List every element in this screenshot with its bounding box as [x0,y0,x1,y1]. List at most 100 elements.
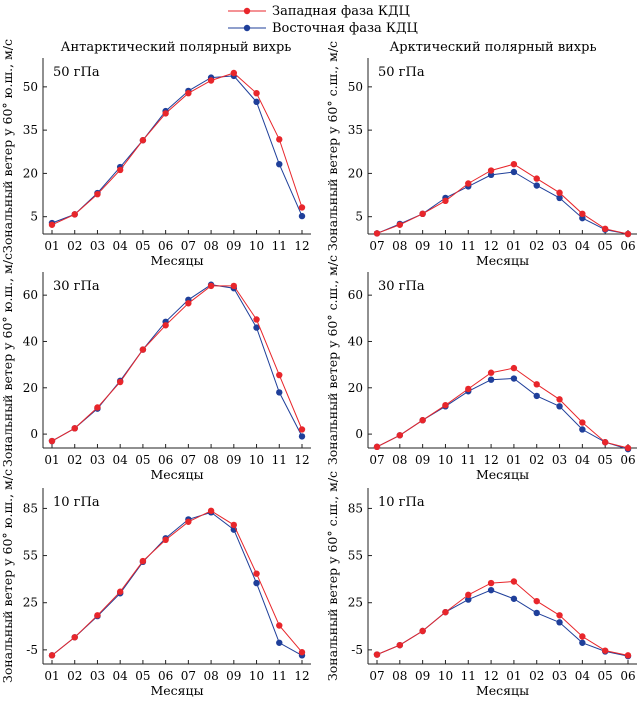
data-point-west [253,316,260,323]
series-line-east [376,589,629,657]
column-title-arctic: Арктический полярный вихрь [389,40,596,55]
data-point-west [230,282,238,290]
x-tick-label: 12 [294,669,309,683]
data-point-west [396,641,404,649]
chart-panel-6: -5 25 55 85 07 08 09 10 11 12 01 02 03 04 05 06 Месяцы Зо… [325,471,637,698]
x-tick-label: 05 [598,239,613,253]
data-point-west [465,180,472,187]
x-tick-label: 02 [67,453,82,467]
x-tick-label: 09 [226,453,241,467]
data-point-west [276,622,283,629]
data-point-west [207,507,215,514]
x-tick-label: 06 [158,669,173,683]
data-point-west [373,443,381,451]
data-point-east [465,596,472,603]
series-line-east [376,377,629,450]
x-tick-label: 08 [392,669,407,683]
data-point-west [373,230,381,237]
x-tick-label: 01 [44,453,59,467]
x-tick-label: 12 [483,239,498,253]
y-tick-label: 60 [348,288,363,302]
panel-pressure-label: 50 гПа [53,65,100,80]
x-tick-label: 12 [483,453,498,467]
legend-entry-east: Восточная фаза КДЦ [228,21,418,36]
y-tick-label: 55 [348,549,363,563]
series-line-west [376,163,629,235]
data-point-west [139,137,147,144]
x-axis-label: Месяцы [476,683,529,698]
x-tick-label: 11 [461,239,476,253]
x-tick-label: 04 [575,239,591,253]
data-point-east [510,375,518,382]
column-title-antarctic: Антарктический полярный вихрь [61,40,292,55]
x-tick-label: 09 [226,239,241,253]
panel-pressure-label: 10 гПа [53,495,100,510]
series-line-west [51,285,303,442]
legend-label-west: Западная фаза КДЦ [272,4,410,19]
x-tick-label: 06 [158,239,173,253]
data-point-east [253,98,260,106]
x-tick-label: 07 [369,239,384,253]
x-tick-label: 05 [135,453,150,467]
y-tick-label: 20 [23,381,38,395]
series-line-east [51,511,303,656]
y-tick-label: 50 [348,80,363,94]
data-point-east [533,392,540,400]
data-point-west [94,190,101,198]
x-tick-label: 10 [249,669,264,683]
data-point-west [162,536,169,544]
data-point-west [624,230,632,238]
data-point-west [162,322,169,329]
x-tick-label: 01 [506,669,521,683]
data-point-east [556,194,563,202]
x-tick-label: 04 [575,669,591,683]
y-tick-label: 5 [30,210,38,224]
data-point-west [533,175,540,182]
y-tick-label: -5 [351,643,363,657]
x-tick-label: 04 [575,453,591,467]
data-point-west [487,369,495,376]
series-line-west [376,580,629,656]
data-point-east [276,639,283,646]
data-point-west [442,197,449,205]
x-tick-label: 11 [461,669,476,683]
series-line-east [51,75,303,224]
data-point-west [579,210,586,218]
x-tick-label: 08 [203,239,218,253]
data-point-west [465,591,472,599]
chart-panel-5: -5 25 55 85 01 02 03 04 05 06 07 08 09 10 11 12 Месяцы Зо… [0,469,311,698]
legend-entry-west: Западная фаза КДЦ [228,4,410,19]
x-tick-label: 10 [249,453,264,467]
y-axis-label: Зональный ветер у 60° ю.ш., м/с [0,39,15,253]
x-tick-label: 12 [294,453,309,467]
data-point-west [71,211,78,218]
x-tick-label: 06 [158,453,173,467]
data-point-east [298,433,306,440]
x-tick-label: 04 [113,239,129,253]
x-tick-label: 02 [67,669,82,683]
y-tick-label: 25 [348,596,363,610]
data-point-west [230,521,238,529]
y-tick-label: 85 [23,501,38,515]
x-tick-label: 08 [203,669,218,683]
x-tick-label: 02 [529,453,544,467]
y-tick-label: 40 [23,334,38,348]
x-tick-label: 05 [598,453,613,467]
data-point-west [373,651,381,658]
y-axis-label: Зональный ветер у 60° с.ш., м/с [325,255,340,465]
y-tick-label: 20 [23,166,38,180]
x-tick-label: 04 [113,453,129,467]
x-tick-label: 02 [67,239,82,253]
x-axis-label: Месяцы [476,253,529,268]
x-tick-label: 02 [529,669,544,683]
x-tick-label: 01 [44,239,59,253]
data-point-east [298,212,306,220]
data-point-west [533,381,540,388]
data-point-west [139,557,147,565]
x-tick-label: 07 [181,453,196,467]
data-point-west [396,432,404,439]
x-tick-label: 11 [272,669,287,683]
data-point-west [419,627,426,635]
